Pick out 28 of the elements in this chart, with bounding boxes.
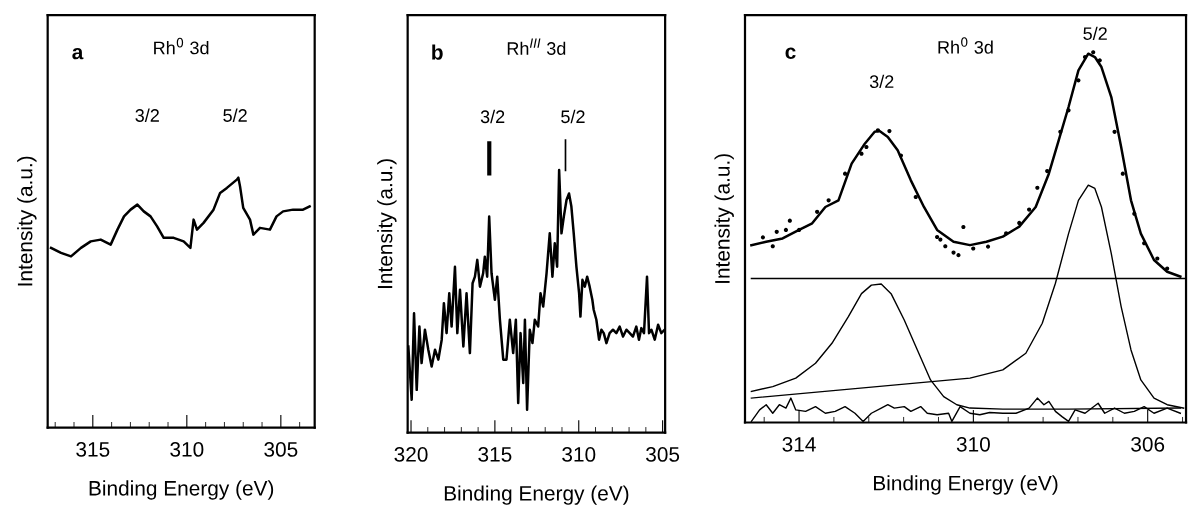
annotation: c — [785, 47, 796, 59]
x-tick-label: 315 — [478, 447, 512, 462]
text: 3/2 — [135, 108, 159, 122]
x-tick-label: 310 — [170, 442, 204, 457]
x-tick-label: 310 — [956, 436, 990, 452]
y-axis-title: Intensity (a.u.) — [377, 159, 397, 288]
x-tick-label: 306 — [1131, 436, 1165, 452]
text: 5/2 — [561, 109, 585, 124]
y-axis-title: Intensity (a.u.) — [714, 154, 734, 283]
x-tick-label: 315 — [76, 442, 110, 457]
x-axis-title: Binding Energy (eV) — [89, 480, 274, 500]
x-axis-title: Binding Energy (eV) — [444, 485, 629, 505]
chart-title: Rh$^{III}$ 3d — [507, 38, 566, 55]
x-tick-label: 305 — [646, 447, 680, 462]
chart-title: Rh$^{0}$ 3d — [938, 37, 993, 54]
x-tick-label: 320 — [394, 447, 428, 462]
text: 5/2 — [1083, 26, 1107, 40]
text: b — [432, 44, 443, 60]
y-axis-title: Intensity (a.u.) — [17, 156, 37, 286]
x-axis-title: Binding Energy (eV) — [874, 475, 1058, 495]
text: a — [72, 47, 84, 60]
text: 3/2 — [480, 109, 505, 124]
x-tick-label: 305 — [264, 442, 298, 457]
text: 5/2 — [223, 108, 247, 122]
x-tick-label: 314 — [782, 436, 816, 452]
chart-title: Rh$^{0}$ 3d — [154, 37, 209, 55]
annotation: 3/2 — [869, 74, 894, 89]
x-tick-label: 310 — [562, 447, 596, 462]
